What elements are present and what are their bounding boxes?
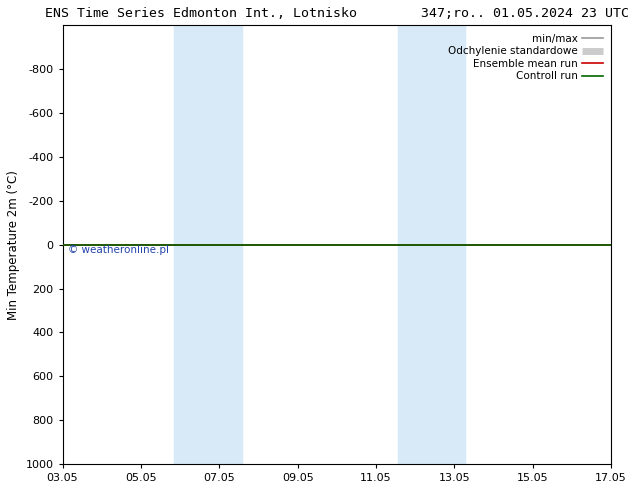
Legend: min/max, Odchylenie standardowe, Ensemble mean run, Controll run: min/max, Odchylenie standardowe, Ensembl…	[445, 30, 606, 85]
Title: ENS Time Series Edmonton Int., Lotnisko        347;ro.. 01.05.2024 23 UTC: ENS Time Series Edmonton Int., Lotnisko …	[45, 7, 629, 20]
Text: © weatheronline.pl: © weatheronline.pl	[68, 245, 169, 255]
Bar	[174, 25, 242, 464]
Y-axis label: Min Temperature 2m (°C): Min Temperature 2m (°C)	[7, 170, 20, 319]
Bar	[398, 25, 465, 464]
